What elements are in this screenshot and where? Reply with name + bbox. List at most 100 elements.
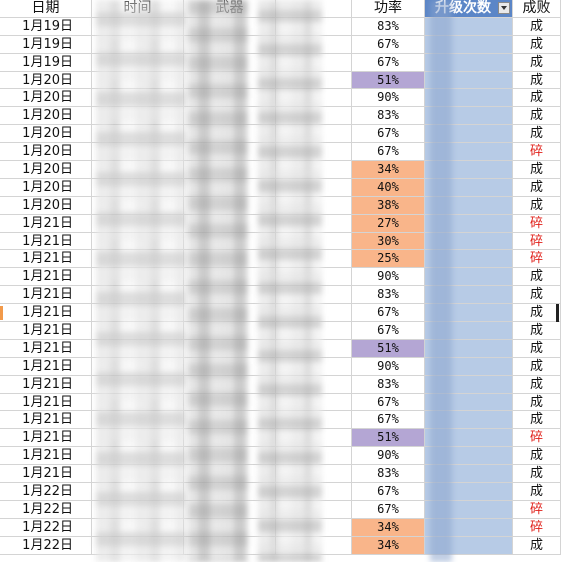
- cell-obscured[interactable]: [276, 71, 352, 90]
- cell-result[interactable]: 碎: [513, 232, 561, 251]
- cell-time[interactable]: [92, 53, 184, 72]
- cell-obscured[interactable]: [276, 17, 352, 36]
- cell-time[interactable]: [92, 214, 184, 233]
- cell-weapon[interactable]: [184, 232, 276, 251]
- cell-upgrade-count[interactable]: [425, 483, 513, 501]
- cell-weapon[interactable]: [184, 17, 276, 36]
- cell-weapon[interactable]: [184, 447, 276, 466]
- cell-obscured[interactable]: [276, 232, 352, 251]
- cell-weapon[interactable]: [184, 89, 276, 108]
- cell-upgrade-count[interactable]: [425, 536, 513, 555]
- cell-weapon[interactable]: [184, 143, 276, 162]
- cell-rate[interactable]: 40%: [352, 178, 425, 197]
- cell-obscured[interactable]: [276, 143, 352, 162]
- cell-time[interactable]: [92, 89, 184, 108]
- cell-date[interactable]: 1月21日: [0, 447, 92, 466]
- cell-weapon[interactable]: [184, 35, 276, 54]
- cell-obscured[interactable]: [276, 518, 352, 537]
- cell-upgrade-count[interactable]: [425, 304, 513, 323]
- cell-result[interactable]: 成: [513, 536, 561, 555]
- cell-obscured[interactable]: [276, 161, 352, 179]
- cell-result[interactable]: 成: [513, 322, 561, 340]
- cell-upgrade-count[interactable]: [425, 161, 513, 179]
- cell-rate[interactable]: 67%: [352, 483, 425, 501]
- cell-time[interactable]: [92, 465, 184, 484]
- cell-result[interactable]: 成: [513, 357, 561, 376]
- cell-result[interactable]: 成: [513, 411, 561, 430]
- cell-upgrade-count[interactable]: [425, 375, 513, 394]
- cell-date[interactable]: 1月21日: [0, 214, 92, 233]
- cell-upgrade-count[interactable]: [425, 214, 513, 233]
- cell-date[interactable]: 1月20日: [0, 89, 92, 108]
- header-weapon[interactable]: 武器: [184, 0, 276, 18]
- cell-time[interactable]: [92, 429, 184, 448]
- cell-time[interactable]: [92, 35, 184, 54]
- cell-weapon[interactable]: [184, 304, 276, 323]
- cell-date[interactable]: 1月21日: [0, 375, 92, 394]
- cell-date[interactable]: 1月19日: [0, 53, 92, 72]
- cell-date[interactable]: 1月21日: [0, 393, 92, 412]
- cell-weapon[interactable]: [184, 161, 276, 179]
- cell-obscured[interactable]: [276, 89, 352, 108]
- cell-rate[interactable]: 51%: [352, 429, 425, 448]
- cell-rate[interactable]: 27%: [352, 214, 425, 233]
- cell-upgrade-count[interactable]: [425, 17, 513, 36]
- cell-rate[interactable]: 38%: [352, 196, 425, 215]
- cell-upgrade-count[interactable]: [425, 196, 513, 215]
- cell-result[interactable]: 成: [513, 393, 561, 412]
- cell-rate[interactable]: 67%: [352, 53, 425, 72]
- cell-result[interactable]: 成: [513, 196, 561, 215]
- cell-upgrade-count[interactable]: [425, 465, 513, 484]
- cell-rate[interactable]: 67%: [352, 322, 425, 340]
- cell-rate[interactable]: 67%: [352, 125, 425, 144]
- cell-rate[interactable]: 90%: [352, 268, 425, 287]
- cell-result[interactable]: 成: [513, 89, 561, 108]
- cell-date[interactable]: 1月22日: [0, 536, 92, 555]
- filter-dropdown-icon[interactable]: [498, 2, 510, 14]
- cell-time[interactable]: [92, 17, 184, 36]
- cell-rate[interactable]: 83%: [352, 286, 425, 305]
- cell-result[interactable]: 成: [513, 375, 561, 394]
- cell-time[interactable]: [92, 518, 184, 537]
- cell-time[interactable]: [92, 125, 184, 144]
- header-upgrade-count[interactable]: 升级次数: [425, 0, 513, 18]
- cell-time[interactable]: [92, 500, 184, 519]
- cell-weapon[interactable]: [184, 411, 276, 430]
- cell-date[interactable]: 1月21日: [0, 286, 92, 305]
- cell-result[interactable]: 成: [513, 447, 561, 466]
- cell-result[interactable]: 碎: [513, 214, 561, 233]
- cell-weapon[interactable]: [184, 125, 276, 144]
- cell-upgrade-count[interactable]: [425, 339, 513, 358]
- cell-time[interactable]: [92, 232, 184, 251]
- cell-date[interactable]: 1月21日: [0, 339, 92, 358]
- cell-obscured[interactable]: [276, 286, 352, 305]
- cell-upgrade-count[interactable]: [425, 518, 513, 537]
- cell-upgrade-count[interactable]: [425, 411, 513, 430]
- cell-date[interactable]: 1月22日: [0, 483, 92, 501]
- cell-rate[interactable]: 34%: [352, 161, 425, 179]
- cell-time[interactable]: [92, 536, 184, 555]
- cell-date[interactable]: 1月20日: [0, 161, 92, 179]
- cell-obscured[interactable]: [276, 107, 352, 126]
- cell-time[interactable]: [92, 268, 184, 287]
- cell-date[interactable]: 1月22日: [0, 500, 92, 519]
- cell-upgrade-count[interactable]: [425, 71, 513, 90]
- cell-obscured[interactable]: [276, 35, 352, 54]
- cell-time[interactable]: [92, 286, 184, 305]
- cell-upgrade-count[interactable]: [425, 250, 513, 269]
- cell-date[interactable]: 1月20日: [0, 178, 92, 197]
- cell-date[interactable]: 1月21日: [0, 357, 92, 376]
- cell-date[interactable]: 1月21日: [0, 268, 92, 287]
- cell-weapon[interactable]: [184, 286, 276, 305]
- cell-date[interactable]: 1月21日: [0, 304, 92, 323]
- cell-upgrade-count[interactable]: [425, 393, 513, 412]
- cell-rate[interactable]: 25%: [352, 250, 425, 269]
- cell-weapon[interactable]: [184, 375, 276, 394]
- cell-obscured[interactable]: [276, 357, 352, 376]
- cell-weapon[interactable]: [184, 107, 276, 126]
- cell-result[interactable]: 成: [513, 161, 561, 179]
- cell-obscured[interactable]: [276, 268, 352, 287]
- cell-date[interactable]: 1月22日: [0, 518, 92, 537]
- cell-result[interactable]: 成: [513, 304, 561, 323]
- cell-result[interactable]: 成: [513, 17, 561, 36]
